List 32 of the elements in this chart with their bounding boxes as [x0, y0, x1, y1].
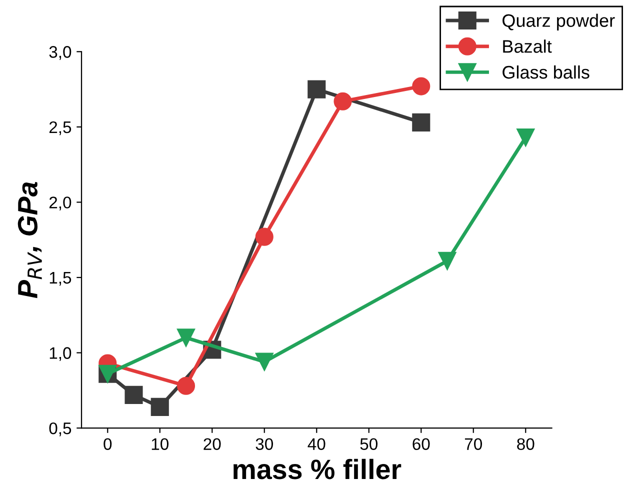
- point: [255, 352, 274, 371]
- point: [150, 398, 169, 416]
- point: [176, 328, 196, 347]
- y-tick-label: 2,0: [49, 196, 72, 210]
- y-tick-label: 1,0: [50, 347, 72, 361]
- point: [334, 92, 352, 110]
- y-tick-label: 2,5: [49, 121, 72, 136]
- legend-label: Bazalt: [503, 40, 552, 53]
- point: [308, 80, 326, 98]
- x-tick-label: 50: [360, 438, 378, 450]
- y-tick-label: 1,5: [50, 272, 72, 286]
- x-tick-label: 10: [152, 438, 169, 450]
- x-tick-label: 20: [204, 438, 221, 450]
- legend-label: Glass balls: [502, 65, 590, 79]
- point: [255, 228, 274, 246]
- y-axis-title: P$_{RV}$, GPa: [18, 182, 42, 298]
- x-axis-title: mass % filler: [234, 458, 402, 480]
- point: [516, 128, 535, 147]
- x-tick-label: 80: [517, 438, 534, 450]
- y-tick-label: 3,0: [49, 46, 72, 60]
- x-tick-label: 30: [256, 438, 274, 450]
- point: [412, 77, 430, 96]
- x-tick-label: 70: [464, 438, 482, 450]
- point: [176, 376, 196, 395]
- x-tick-label: 0: [104, 438, 112, 450]
- x-tick-label: 60: [412, 438, 430, 450]
- point: [438, 252, 456, 270]
- point: [412, 113, 430, 132]
- point: [124, 386, 143, 404]
- x-tick-label: 40: [308, 438, 326, 450]
- y-tick-label: 0,5: [49, 422, 72, 436]
- legend-label: Quarz powder: [502, 14, 615, 31]
